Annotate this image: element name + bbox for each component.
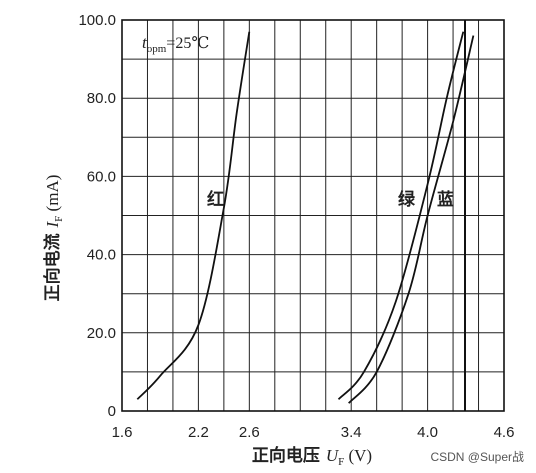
y-axis-label-suffix: (mA) <box>43 175 62 216</box>
y-axis-ticks: 0 20.0 40.0 60.0 80.0 100.0 <box>78 12 116 420</box>
annotation: topm=25℃ <box>142 33 209 55</box>
x-axis-ticks: 1.6 2.2 2.6 3.4 4.0 4.6 <box>112 424 515 441</box>
x-tick-label: 4.0 <box>417 424 438 441</box>
x-axis-label: 正向电压 UF (V) <box>252 445 372 468</box>
y-tick-label: 40.0 <box>87 247 116 264</box>
series-label-1: 绿 <box>398 189 416 210</box>
x-tick-label: 2.6 <box>239 424 260 441</box>
series-curve-0 <box>136 31 251 400</box>
annotation-sub: opm <box>147 43 167 55</box>
watermark: CSDN @Super战 <box>430 450 524 464</box>
series-curve-1 <box>337 31 465 400</box>
series-labels: 红绿蓝 <box>207 189 454 210</box>
y-axis-label: 正向电流 IF (mA) <box>42 175 65 302</box>
y-axis-label-prefix: 正向电流 <box>42 227 63 301</box>
x-axis-label-suffix: (V) <box>344 446 372 465</box>
series-label-0: 红 <box>207 189 224 210</box>
x-axis-label-prefix: 正向电压 <box>252 445 326 466</box>
y-tick-label: 80.0 <box>87 90 116 107</box>
x-axis-label-sub: F <box>338 456 344 468</box>
plot-border <box>121 19 505 412</box>
x-tick-label: 3.4 <box>341 424 362 441</box>
y-tick-label: 20.0 <box>87 325 116 342</box>
series-curve-2 <box>348 35 475 404</box>
series-label-2: 蓝 <box>437 190 454 210</box>
grid <box>122 20 504 411</box>
y-axis-label-symbol: I <box>43 220 62 228</box>
plot-frame <box>121 19 505 412</box>
x-tick-label: 2.2 <box>188 424 209 441</box>
y-tick-label: 100.0 <box>78 12 116 29</box>
y-axis-label-sub: F <box>53 216 65 222</box>
annotation-rest: =25℃ <box>166 35 209 52</box>
x-axis-label-symbol: U <box>326 446 340 465</box>
x-tick-label: 1.6 <box>112 424 133 441</box>
y-tick-label: 60.0 <box>87 168 116 185</box>
annotation-symbol: t <box>142 33 148 52</box>
y-tick-label: 0 <box>108 403 116 420</box>
series-curves <box>136 31 475 404</box>
x-tick-label: 4.6 <box>494 424 515 441</box>
